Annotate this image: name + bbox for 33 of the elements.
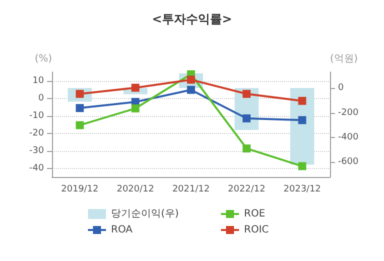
legend-label: ROE (244, 208, 266, 220)
y-tick-label: 10 (32, 76, 44, 86)
point (242, 144, 251, 152)
legend-label: ROIC (244, 224, 269, 236)
x-tick-label: 2019/12 (61, 184, 98, 194)
point (242, 114, 251, 122)
point (76, 121, 84, 130)
point (242, 90, 251, 98)
legend-label: 당기순이익(우) (111, 208, 179, 220)
y2-tick-label: -600 (338, 157, 359, 168)
chart-title: <투자수익률> (152, 12, 232, 26)
y2-tick-label: -400 (338, 132, 359, 142)
point (298, 116, 306, 124)
point (131, 84, 140, 92)
y-tick-label: -10 (29, 110, 44, 121)
x-tick-label: 2021/12 (172, 184, 210, 194)
x-tick-label: 2022/12 (228, 184, 266, 194)
y2-tick-label: -200 (338, 108, 359, 118)
y-tick-label: -20 (29, 128, 44, 138)
point (187, 86, 195, 94)
point (298, 96, 306, 105)
point (298, 162, 306, 170)
point (76, 104, 84, 112)
y-tick-label: 0 (38, 93, 44, 104)
x-tick-label: 2020/12 (116, 184, 154, 194)
y-axis-title: (%) (34, 54, 52, 64)
y-tick-label: -30 (29, 146, 44, 156)
y2-axis-title: (억원) (330, 54, 358, 64)
point (131, 104, 140, 112)
y-tick-label: -40 (29, 163, 44, 174)
y2-tick-label: 0 (338, 83, 344, 94)
legend-label: ROA (111, 224, 133, 236)
x-tick-label: 2023/12 (284, 184, 321, 194)
